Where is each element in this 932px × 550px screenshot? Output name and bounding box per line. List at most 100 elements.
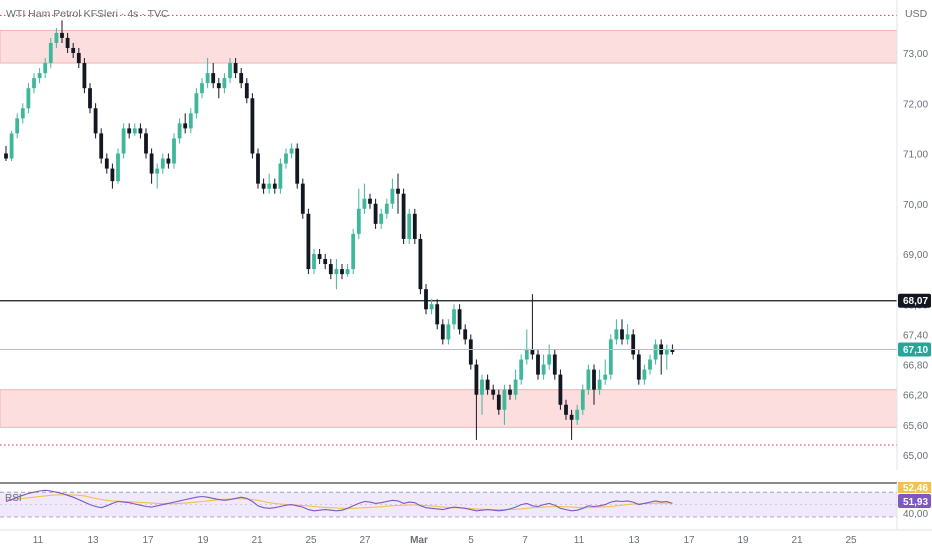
candle — [306, 208, 311, 275]
candle — [558, 369, 563, 410]
time-tick-label: 11 — [33, 535, 44, 546]
candle-body — [586, 369, 591, 390]
time-tick-label: 25 — [845, 535, 857, 546]
candle-body — [166, 158, 171, 164]
time-axis[interactable]: 11 13 17 19 21 25 27 Mar 5 7 11 13 17 19 21 25 — [0, 529, 932, 546]
candle — [569, 409, 574, 440]
candle — [362, 183, 367, 214]
candle — [60, 20, 64, 43]
candle-body — [71, 47, 76, 53]
candle-body — [379, 213, 384, 224]
candle — [496, 389, 501, 415]
candle — [474, 359, 479, 440]
candle-body — [373, 203, 378, 224]
candle-body — [496, 394, 501, 410]
candle-body — [144, 133, 148, 154]
candle — [440, 319, 445, 345]
candle-body — [93, 108, 98, 134]
candle-body — [463, 329, 468, 340]
candle — [172, 133, 176, 169]
candle — [205, 58, 210, 89]
candle — [502, 384, 507, 425]
level-price-tag-text: 68,07 — [903, 296, 928, 307]
candle-body — [575, 409, 580, 420]
candle — [127, 123, 132, 139]
candle-body — [194, 93, 199, 114]
candle — [480, 374, 484, 415]
candle-body — [480, 379, 484, 395]
candle — [429, 299, 434, 315]
candle — [536, 349, 540, 380]
price-tick-label: 73,00 — [903, 49, 928, 60]
candle — [664, 344, 669, 370]
candle-body — [485, 379, 490, 390]
rsi-line — [5, 489, 673, 512]
price-tick-label: 70,00 — [903, 200, 928, 211]
candle — [379, 208, 384, 229]
candle — [452, 304, 456, 330]
price-tick-label: 65,00 — [903, 451, 928, 462]
candle-body — [642, 369, 647, 380]
candle — [261, 178, 266, 194]
candle — [144, 128, 148, 159]
candle-body — [312, 254, 316, 270]
candle-body — [502, 389, 507, 410]
price-tick-label: 71,00 — [903, 150, 928, 161]
last-price-tag-bg — [898, 342, 931, 357]
candle — [4, 145, 8, 162]
candle — [278, 158, 283, 194]
candle-body — [267, 183, 272, 189]
candle — [412, 208, 417, 244]
candle-body — [468, 339, 473, 365]
candle-body — [82, 63, 87, 89]
candle — [93, 103, 98, 139]
candle — [552, 349, 557, 380]
candle — [20, 103, 25, 124]
time-tick-label: 21 — [251, 535, 263, 546]
candle — [110, 163, 115, 189]
candle-body — [172, 138, 176, 164]
candle-body — [188, 113, 193, 129]
candle — [71, 42, 76, 59]
candle-body — [508, 389, 512, 395]
candle-body — [228, 63, 232, 79]
zone-0 — [0, 29, 898, 64]
candle — [15, 113, 20, 139]
candle — [239, 68, 244, 89]
rsi-ma-tag-text: 52,46 — [903, 483, 928, 494]
candle-body — [513, 379, 518, 395]
candle — [149, 148, 154, 184]
candle — [513, 369, 518, 400]
time-tick-label: 21 — [791, 535, 803, 546]
candle — [76, 47, 81, 69]
candle-body — [541, 364, 546, 375]
time-tick-label: 25 — [305, 535, 317, 546]
candle — [328, 259, 333, 280]
candle-body — [9, 133, 14, 159]
candle — [401, 188, 406, 244]
price-tick-label: 69,00 — [903, 250, 928, 261]
candle-body — [272, 183, 277, 189]
candle — [653, 339, 658, 365]
candle — [222, 73, 227, 94]
candle-body — [216, 83, 221, 89]
candle — [642, 364, 647, 385]
candle-body — [317, 254, 322, 260]
candle — [575, 404, 580, 425]
candle-body — [26, 88, 31, 109]
price-axis[interactable]: 73,0072,0071,0070,0069,0068,0067,4066,80… — [896, 0, 931, 470]
candle-body — [524, 349, 529, 360]
rsi-ma-line — [5, 494, 673, 511]
time-tick-label: 19 — [197, 535, 209, 546]
candle-body — [608, 339, 613, 375]
candle-body — [60, 32, 64, 38]
candle — [407, 208, 412, 244]
candle-body — [20, 108, 25, 119]
candle-body — [564, 404, 568, 415]
candle-body — [664, 349, 669, 355]
candle — [256, 148, 260, 189]
candle-body — [603, 374, 608, 380]
candle-body — [88, 88, 92, 109]
